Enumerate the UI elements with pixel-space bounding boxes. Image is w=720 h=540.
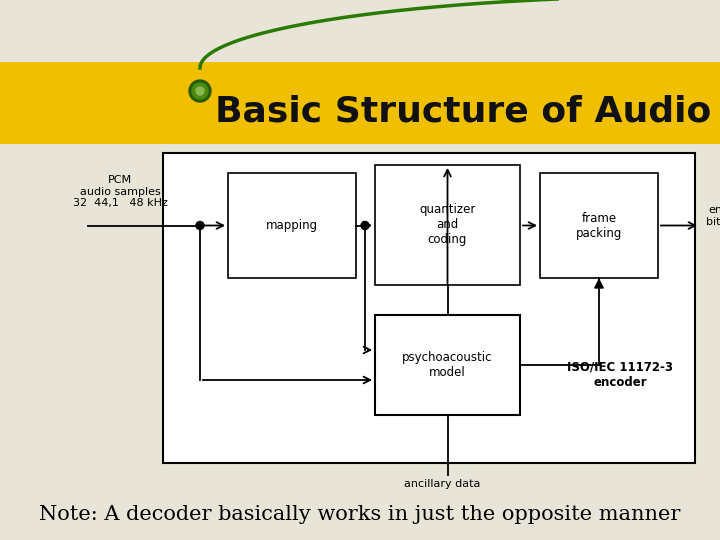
Text: Note: A decoder basically works in just the opposite manner: Note: A decoder basically works in just … — [40, 505, 680, 524]
Text: mapping: mapping — [266, 219, 318, 232]
Bar — [540, 173, 658, 278]
Text: quantizer
and
coding: quantizer and coding — [419, 204, 476, 246]
Circle shape — [192, 83, 208, 99]
Text: encoded
bitstream: encoded bitstream — [706, 205, 720, 227]
Text: PCM
audio samples
32  44,1   48 kHz: PCM audio samples 32 44,1 48 kHz — [73, 175, 168, 208]
Bar — [375, 315, 520, 415]
Circle shape — [196, 221, 204, 229]
Circle shape — [361, 221, 369, 229]
Text: ancillary data: ancillary data — [405, 479, 481, 489]
Text: Basic Structure of Audio Encoder: Basic Structure of Audio Encoder — [215, 95, 720, 129]
Bar — [228, 173, 356, 278]
Bar — [163, 153, 695, 463]
Circle shape — [196, 87, 204, 95]
Bar — [0, 62, 720, 144]
Text: ISO/IEC 11172-3
encoder: ISO/IEC 11172-3 encoder — [567, 361, 673, 389]
Bar — [375, 165, 520, 285]
Text: psychoacoustic
model: psychoacoustic model — [402, 351, 492, 379]
Circle shape — [189, 80, 211, 102]
Text: frame
packing: frame packing — [576, 212, 622, 240]
